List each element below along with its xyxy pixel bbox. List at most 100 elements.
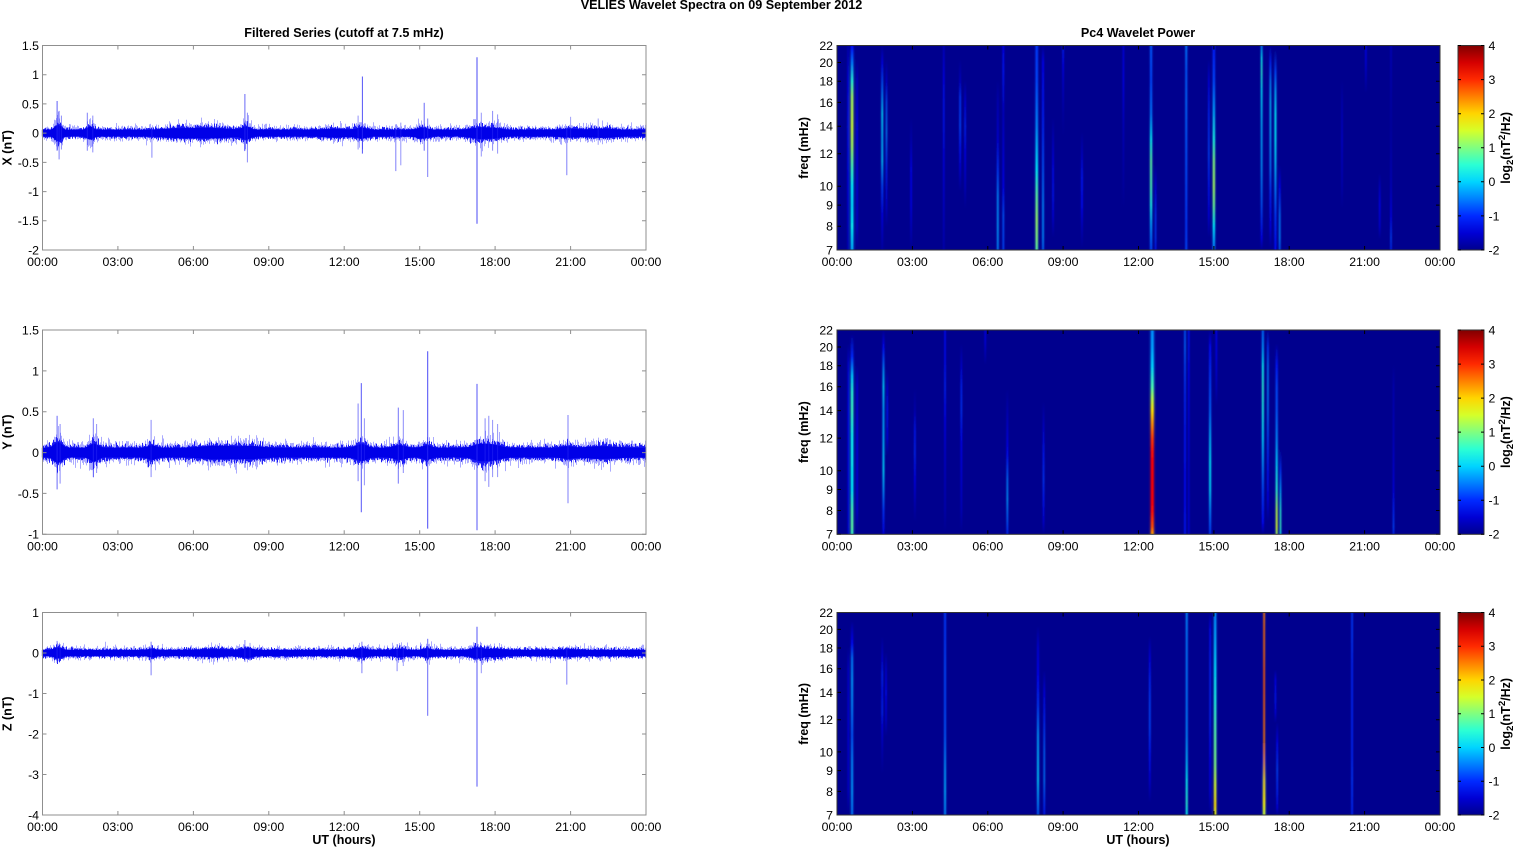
svg-text:09:00: 09:00 bbox=[1048, 255, 1079, 269]
svg-text:18:00: 18:00 bbox=[1274, 539, 1305, 553]
svg-text:2: 2 bbox=[1489, 392, 1496, 406]
svg-text:06:00: 06:00 bbox=[178, 255, 209, 269]
svg-text:-1: -1 bbox=[1489, 209, 1500, 223]
svg-text:Pc4 Wavelet Power: Pc4 Wavelet Power bbox=[1081, 26, 1195, 40]
svg-text:03:00: 03:00 bbox=[897, 255, 928, 269]
svg-text:09:00: 09:00 bbox=[253, 539, 284, 553]
svg-text:freq (mHz): freq (mHz) bbox=[797, 401, 811, 463]
svg-text:00:00: 00:00 bbox=[27, 820, 58, 834]
svg-text:03:00: 03:00 bbox=[103, 255, 134, 269]
svg-text:15:00: 15:00 bbox=[1199, 820, 1230, 834]
svg-text:00:00: 00:00 bbox=[27, 539, 58, 553]
svg-text:1: 1 bbox=[32, 68, 39, 82]
svg-text:UT (hours): UT (hours) bbox=[1106, 833, 1169, 847]
svg-text:8: 8 bbox=[826, 504, 833, 518]
svg-text:18:00: 18:00 bbox=[480, 820, 511, 834]
svg-text:-1: -1 bbox=[1489, 494, 1500, 508]
svg-text:18:00: 18:00 bbox=[1274, 820, 1305, 834]
svg-text:VELIES Wavelet Spectra on 09 S: VELIES Wavelet Spectra on 09 September 2… bbox=[581, 0, 863, 12]
svg-text:1: 1 bbox=[1489, 141, 1496, 155]
svg-text:9: 9 bbox=[826, 764, 833, 778]
svg-text:21:00: 21:00 bbox=[555, 255, 586, 269]
svg-text:09:00: 09:00 bbox=[253, 820, 284, 834]
svg-text:-0.5: -0.5 bbox=[18, 156, 39, 170]
svg-text:1: 1 bbox=[1489, 426, 1496, 440]
svg-text:-1: -1 bbox=[1489, 775, 1500, 789]
svg-text:00:00: 00:00 bbox=[1425, 255, 1456, 269]
svg-text:18: 18 bbox=[819, 641, 833, 655]
svg-text:00:00: 00:00 bbox=[1425, 820, 1456, 834]
svg-text:1: 1 bbox=[32, 364, 39, 378]
svg-text:15:00: 15:00 bbox=[1199, 255, 1230, 269]
svg-text:10: 10 bbox=[819, 745, 833, 759]
svg-text:log2(nT2/Hz): log2(nT2/Hz) bbox=[1497, 678, 1516, 750]
svg-text:-2: -2 bbox=[28, 727, 39, 741]
svg-text:9: 9 bbox=[826, 483, 833, 497]
svg-text:12:00: 12:00 bbox=[329, 539, 360, 553]
svg-text:8: 8 bbox=[826, 220, 833, 234]
svg-text:-0.5: -0.5 bbox=[18, 487, 39, 501]
svg-text:-2: -2 bbox=[28, 243, 39, 257]
svg-text:22: 22 bbox=[819, 39, 833, 53]
svg-text:4: 4 bbox=[1489, 39, 1496, 53]
svg-text:00:00: 00:00 bbox=[631, 539, 662, 553]
svg-text:freq (mHz): freq (mHz) bbox=[797, 683, 811, 745]
svg-text:-1: -1 bbox=[28, 528, 39, 542]
svg-text:12:00: 12:00 bbox=[1123, 539, 1154, 553]
svg-text:4: 4 bbox=[1489, 323, 1496, 337]
svg-text:2: 2 bbox=[1489, 673, 1496, 687]
svg-text:22: 22 bbox=[819, 606, 833, 620]
svg-text:0: 0 bbox=[32, 646, 39, 660]
svg-text:12: 12 bbox=[819, 147, 833, 161]
svg-text:3: 3 bbox=[1489, 640, 1496, 654]
svg-text:X (nT): X (nT) bbox=[1, 130, 15, 165]
svg-text:3: 3 bbox=[1489, 357, 1496, 371]
svg-text:-4: -4 bbox=[28, 808, 39, 822]
svg-text:18:00: 18:00 bbox=[480, 539, 511, 553]
svg-text:1.5: 1.5 bbox=[22, 39, 39, 53]
svg-text:Z (nT): Z (nT) bbox=[1, 696, 15, 731]
svg-text:00:00: 00:00 bbox=[27, 255, 58, 269]
svg-text:06:00: 06:00 bbox=[178, 820, 209, 834]
svg-text:00:00: 00:00 bbox=[822, 820, 853, 834]
svg-text:00:00: 00:00 bbox=[822, 255, 853, 269]
svg-text:00:00: 00:00 bbox=[631, 820, 662, 834]
svg-text:18: 18 bbox=[819, 75, 833, 89]
svg-text:12:00: 12:00 bbox=[1123, 820, 1154, 834]
svg-text:0: 0 bbox=[32, 127, 39, 141]
svg-text:00:00: 00:00 bbox=[1425, 539, 1456, 553]
svg-text:12:00: 12:00 bbox=[329, 255, 360, 269]
svg-text:-2: -2 bbox=[1489, 808, 1500, 822]
svg-text:21:00: 21:00 bbox=[555, 539, 586, 553]
svg-text:-2: -2 bbox=[1489, 528, 1500, 542]
svg-text:0: 0 bbox=[1489, 460, 1496, 474]
svg-text:10: 10 bbox=[819, 464, 833, 478]
svg-text:21:00: 21:00 bbox=[555, 820, 586, 834]
svg-text:03:00: 03:00 bbox=[103, 820, 134, 834]
svg-text:2: 2 bbox=[1489, 107, 1496, 121]
svg-text:log2(nT2/Hz): log2(nT2/Hz) bbox=[1497, 396, 1516, 468]
svg-text:15:00: 15:00 bbox=[404, 820, 435, 834]
svg-text:12:00: 12:00 bbox=[1123, 255, 1154, 269]
svg-text:0: 0 bbox=[1489, 175, 1496, 189]
svg-text:14: 14 bbox=[819, 686, 833, 700]
svg-text:3: 3 bbox=[1489, 73, 1496, 87]
svg-text:06:00: 06:00 bbox=[972, 255, 1003, 269]
svg-text:16: 16 bbox=[819, 380, 833, 394]
svg-text:-1.5: -1.5 bbox=[18, 214, 39, 228]
svg-text:0: 0 bbox=[1489, 741, 1496, 755]
svg-text:14: 14 bbox=[819, 404, 833, 418]
svg-text:03:00: 03:00 bbox=[897, 539, 928, 553]
svg-text:18: 18 bbox=[819, 359, 833, 373]
svg-text:20: 20 bbox=[819, 340, 833, 354]
svg-text:1: 1 bbox=[32, 606, 39, 620]
svg-text:21:00: 21:00 bbox=[1349, 539, 1380, 553]
svg-text:-1: -1 bbox=[28, 185, 39, 199]
svg-text:16: 16 bbox=[819, 96, 833, 110]
svg-text:20: 20 bbox=[819, 56, 833, 70]
svg-text:06:00: 06:00 bbox=[972, 539, 1003, 553]
svg-text:22: 22 bbox=[819, 323, 833, 337]
svg-text:12: 12 bbox=[819, 713, 833, 727]
svg-text:7: 7 bbox=[826, 808, 833, 822]
svg-text:00:00: 00:00 bbox=[822, 539, 853, 553]
